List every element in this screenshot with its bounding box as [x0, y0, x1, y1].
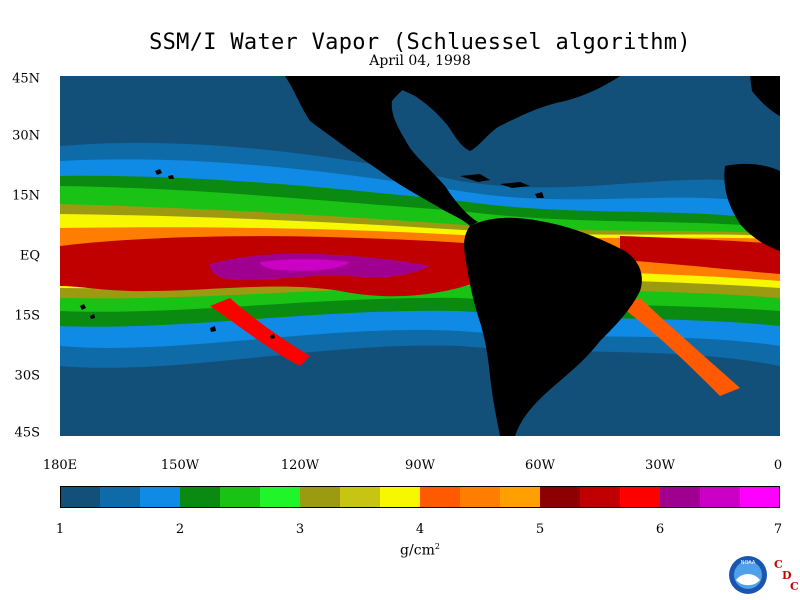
- cdc-letter-c2: C: [790, 580, 798, 593]
- lon-label-120w: 120W: [280, 458, 320, 473]
- colorbar-swatch: [500, 486, 541, 508]
- colorbar-tick-1: 1: [55, 522, 65, 537]
- cdc-letter-c1: C: [774, 558, 783, 571]
- lat-label-15n: 15N: [12, 188, 40, 204]
- colorbar-swatch: [180, 486, 221, 508]
- lat-label-eq: EQ: [19, 248, 40, 264]
- lon-label-180e: 180E: [42, 458, 78, 473]
- colorbar-swatch: [460, 486, 501, 508]
- lat-label-45s: 45S: [14, 425, 40, 441]
- colorbar-swatch: [340, 486, 381, 508]
- lon-label-30w: 30W: [645, 458, 675, 473]
- cdc-letter-d: D: [782, 569, 792, 582]
- land-hawaii: [155, 169, 174, 179]
- land-north-america-east: [360, 76, 620, 151]
- colorbar-tick-3: 3: [295, 522, 305, 537]
- land-africa: [724, 163, 780, 251]
- colorbar-units: g/cm2: [0, 542, 800, 559]
- colorbar-swatch: [420, 486, 461, 508]
- colorbar-swatch: [700, 486, 741, 508]
- noaa-cdc-logo: NOAA C D C: [729, 556, 798, 594]
- colorbar-tick-7: 7: [773, 522, 783, 537]
- colorbar: [60, 486, 780, 508]
- lat-label-30n: 30N: [12, 128, 40, 144]
- lat-label-45n: 45N: [12, 71, 40, 87]
- units-label: g/cm: [400, 542, 435, 559]
- colorbar-swatch: [380, 486, 421, 508]
- vapor-band-red-atlantic: [620, 236, 780, 274]
- colorbar-tick-6: 6: [655, 522, 665, 537]
- map-date: April 04, 1998: [369, 53, 471, 69]
- colorbar-swatch: [220, 486, 261, 508]
- vapor-max-pink: [260, 259, 350, 271]
- lon-label-0: 0: [773, 458, 783, 473]
- land-south-america: [464, 217, 642, 436]
- colorbar-tick-2: 2: [175, 522, 185, 537]
- colorbar-swatch: [580, 486, 621, 508]
- colorbar-swatch: [740, 486, 780, 508]
- colorbar-swatch: [540, 486, 581, 508]
- vapor-spcz-tongue: [210, 298, 310, 366]
- units-superscript: 2: [434, 542, 440, 551]
- colorbar-swatch: [660, 486, 701, 508]
- map-canvas: [60, 76, 780, 436]
- map-title: SSM/I Water Vapor (Schluessel algorithm): [149, 30, 691, 55]
- colorbar-swatch: [140, 486, 181, 508]
- colorbar-swatch: [60, 486, 101, 508]
- colorbar-swatch: [300, 486, 341, 508]
- colorbar-tick-5: 5: [535, 522, 545, 537]
- colorbar-tick-4: 4: [415, 522, 425, 537]
- lat-label-30s: 30S: [14, 368, 40, 384]
- land-caribbean-islands: [460, 174, 544, 198]
- lon-label-150w: 150W: [160, 458, 200, 473]
- vapor-sacz-tongue: [620, 298, 740, 396]
- lon-label-90w: 90W: [405, 458, 435, 473]
- colorbar-swatch: [260, 486, 301, 508]
- colorbar-swatch: [620, 486, 661, 508]
- colorbar-swatch: [100, 486, 141, 508]
- lat-label-15s: 15S: [14, 308, 40, 324]
- lon-label-60w: 60W: [525, 458, 555, 473]
- water-vapor-map: [60, 76, 780, 436]
- colorbar-border: [60, 486, 780, 508]
- land-europe: [750, 76, 780, 116]
- land-north-america: [285, 76, 620, 226]
- noaa-logo-text: NOAA: [741, 560, 756, 566]
